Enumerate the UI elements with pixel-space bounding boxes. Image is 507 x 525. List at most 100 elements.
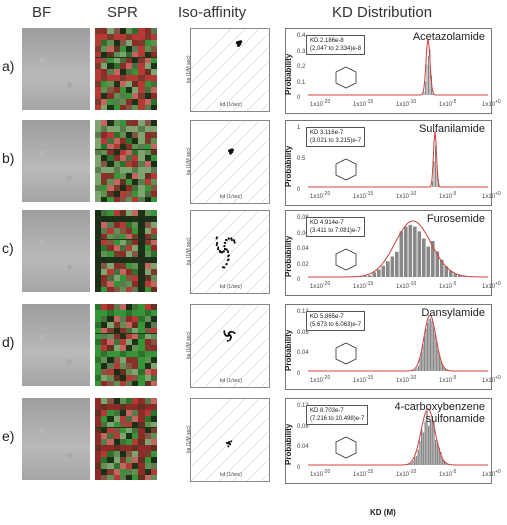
- spr-pixel: [95, 304, 102, 310]
- spr-pixel: [132, 427, 139, 434]
- spr-pixel: [119, 155, 126, 162]
- spr-pixel: [119, 374, 126, 381]
- spr-pixel: [144, 155, 151, 162]
- spr-pixel: [138, 462, 145, 469]
- spr-pixel: [150, 374, 157, 381]
- kd-histogram-bar: [425, 81, 426, 95]
- spr-pixel: [150, 184, 157, 191]
- spr-pixel: [132, 398, 139, 404]
- iso-affinity-line: [246, 270, 269, 293]
- spr-pixel: [95, 104, 102, 110]
- spr-pixel: [113, 304, 120, 310]
- kd-histogram-bar: [429, 421, 432, 465]
- spr-pixel: [126, 184, 133, 191]
- kd-x-tick: 1x10-15: [353, 469, 374, 478]
- iso-affinity-point: [221, 251, 224, 254]
- header-kd: KD Distribution: [332, 4, 433, 21]
- spr-pixel: [113, 439, 120, 446]
- spr-pixel: [150, 87, 157, 93]
- spr-pixel: [95, 92, 102, 99]
- spr-pixel: [107, 137, 114, 144]
- spr-pixel: [138, 433, 145, 440]
- spr-pixel: [138, 327, 145, 334]
- spr-pixel: [113, 239, 120, 246]
- iso-affinity-line: [204, 46, 269, 111]
- spr-pixel: [126, 98, 133, 105]
- iso-affinity-line: [260, 472, 269, 481]
- spr-pixel: [150, 309, 157, 316]
- kd-y-tick: 0: [297, 95, 301, 101]
- kd-fit-curve: [308, 38, 488, 96]
- spr-pixel: [150, 39, 157, 46]
- spr-pixel: [138, 173, 145, 179]
- kd-x-tick-exponent: -10: [409, 375, 417, 381]
- spr-pixel: [132, 315, 139, 322]
- spr-pixel: [95, 457, 102, 463]
- spr-pixel: [101, 87, 108, 93]
- spr-pixel: [113, 143, 120, 150]
- iso-affinity-line: [232, 166, 269, 203]
- spr-pixel: [101, 239, 108, 246]
- iso-affinity-point: [225, 263, 228, 266]
- spr-pixel: [95, 351, 102, 358]
- spr-pixel: [126, 125, 133, 132]
- spr-pixel: [150, 357, 157, 363]
- spr-pixel: [150, 173, 157, 179]
- spr-pixel: [132, 333, 139, 340]
- spr-pixel: [126, 474, 133, 480]
- spr-pixel: [150, 462, 157, 469]
- kd-histogram-bar: [422, 238, 426, 277]
- spr-pixel: [113, 398, 120, 404]
- spr-pixel: [144, 457, 151, 463]
- kd-x-tick-exponent: +0: [495, 469, 501, 475]
- spr-pixel: [144, 257, 151, 264]
- spr-pixel: [119, 28, 126, 34]
- spr-pixel: [101, 403, 108, 410]
- spr-pixel: [101, 221, 108, 228]
- kd-histogram-bar: [433, 326, 435, 371]
- spr-pixel: [113, 190, 120, 197]
- spr-pixel: [138, 403, 145, 410]
- spr-pixel: [144, 327, 151, 334]
- spr-pixel: [113, 87, 120, 93]
- kd-confidence-interval: (2.047 to 2.334)e-8: [310, 46, 362, 52]
- spr-pixel: [138, 239, 145, 246]
- spr-pixel: [126, 357, 133, 363]
- spr-pixel: [119, 63, 126, 70]
- spr-pixel: [113, 403, 120, 410]
- spr-pixel: [144, 333, 151, 340]
- spr-pixel: [150, 125, 157, 132]
- spr-pixel: [95, 51, 102, 58]
- spr-pixel: [138, 125, 145, 132]
- kd-histogram-bar: [417, 449, 419, 465]
- spr-pixel: [95, 451, 102, 457]
- iso-affinity-point: [230, 336, 233, 339]
- iso-affinity-line: [191, 29, 232, 70]
- kd-fit-curve: [308, 220, 488, 278]
- kd-y-axis-label: Probability: [284, 423, 293, 465]
- kd-y-tick: 0.5: [297, 156, 306, 162]
- iso-affinity-point: [227, 258, 230, 261]
- spr-pixel: [144, 239, 151, 246]
- spr-pixel: [132, 39, 139, 46]
- spr-pixel: [119, 131, 126, 138]
- iso-affinity-line: [191, 121, 260, 190]
- spr-pixel: [107, 309, 114, 316]
- spr-pixel: [138, 368, 145, 375]
- spr-pixel: [113, 92, 120, 99]
- spr-pixel: [144, 415, 151, 422]
- spr-pixel: [138, 137, 145, 144]
- spr-pixel: [95, 81, 102, 87]
- spr-pixel: [126, 167, 133, 174]
- spr-pixel: [119, 69, 126, 76]
- iso-affinity-line: [191, 399, 246, 454]
- spr-pixel: [119, 457, 126, 463]
- spr-pixel: [126, 81, 133, 87]
- spr-pixel: [119, 327, 126, 334]
- spr-pixel: [138, 233, 145, 240]
- kd-value: KD 3.116e-7: [310, 130, 344, 136]
- spr-pixel: [119, 409, 126, 416]
- spr-pixel: [113, 69, 120, 76]
- spr-pixel: [101, 63, 108, 70]
- spr-pixel: [119, 304, 126, 310]
